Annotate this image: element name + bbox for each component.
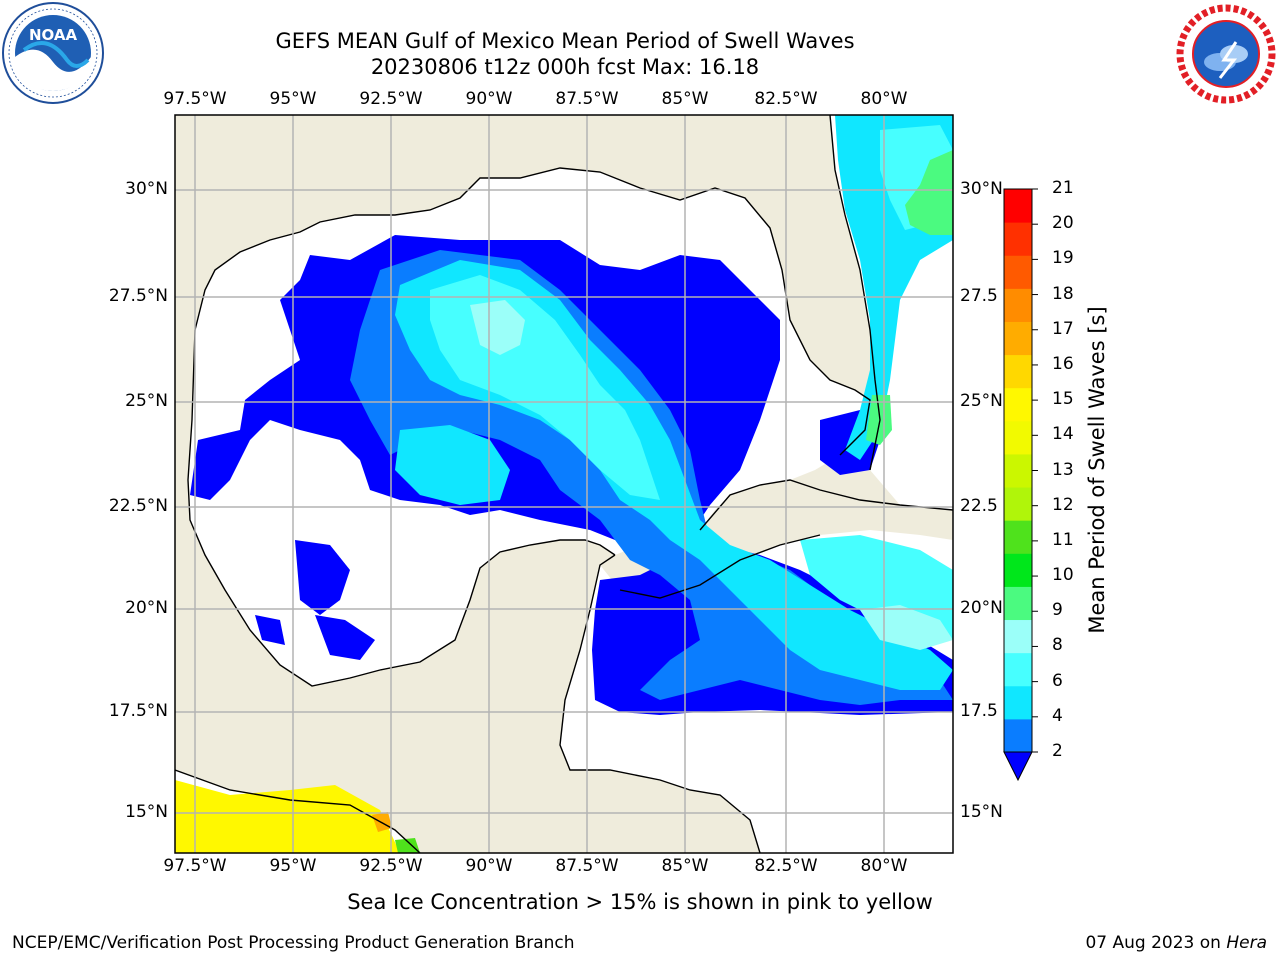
nws-logo-icon <box>1176 4 1276 104</box>
lat-tick-label-right: 30°N <box>960 179 1003 199</box>
colorbar-tick-label: 9 <box>1052 600 1063 621</box>
colorbar-label: Mean Period of Swell Waves [s] <box>1085 306 1109 634</box>
pacific-yellow-region <box>175 780 400 853</box>
lat-tick-label-left: 17.5°N <box>108 701 168 721</box>
colorbar-segment <box>1004 586 1032 621</box>
graticule <box>175 115 953 853</box>
ice-note: Sea Ice Concentration > 15% is shown in … <box>347 890 933 914</box>
lat-tick-label-right: 17.5 <box>960 701 998 721</box>
lon-tick-label-bottom: 82.5°W <box>754 856 818 876</box>
colorbar-tick-label: 19 <box>1052 248 1074 269</box>
colorbar-segment <box>1004 652 1032 687</box>
map-title: GEFS MEAN Gulf of Mexico Mean Period of … <box>275 29 855 53</box>
colorbar-tick-label: 16 <box>1052 353 1074 374</box>
lon-tick-label-bottom: 95°W <box>269 856 317 876</box>
lon-tick-label-bottom: 97.5°W <box>163 856 227 876</box>
lat-tick-label-left: 27.5°N <box>108 286 168 306</box>
colorbar-segment <box>1004 487 1032 521</box>
colorbar-tick-label: 13 <box>1052 459 1074 480</box>
colorbar-tick-label: 12 <box>1052 494 1074 515</box>
swell-region-8-9 <box>470 300 525 355</box>
swell-region-below-2 <box>255 615 285 645</box>
lon-tick-label-bottom: 92.5°W <box>359 856 423 876</box>
lon-tick-label-top: 82.5°W <box>754 89 818 109</box>
colorbar-segment <box>1004 222 1032 256</box>
lon-tick-label-top: 87.5°W <box>555 89 619 109</box>
lon-tick-label-bottom: 80°W <box>860 856 908 876</box>
colorbar-tick-label: 8 <box>1052 635 1063 656</box>
colorbar-tick-label: 4 <box>1052 705 1063 726</box>
lon-tick-label-top: 95°W <box>269 89 317 109</box>
lat-tick-label-left: 22.5°N <box>108 496 168 516</box>
swell-region-9-10 <box>905 150 953 235</box>
footer-date: 07 Aug 2023 on Hera <box>1085 933 1267 953</box>
colorbar-segment <box>1004 718 1032 753</box>
lon-tick-label-top: 97.5°W <box>163 89 227 109</box>
lat-tick-label-right: 15°N <box>960 802 1003 822</box>
lat-tick-label-left: 30°N <box>125 179 168 199</box>
colorbar-segment <box>1004 420 1032 455</box>
pacific-green-patch <box>395 838 420 853</box>
colorbar-segment <box>1004 189 1032 223</box>
colorbar-tick-label: 20 <box>1052 213 1074 234</box>
noaa-logo-text: NOAA <box>29 26 78 44</box>
lon-tick-label-top: 80°W <box>860 89 908 109</box>
colorbar <box>1003 188 1038 782</box>
colorbar-segment <box>1004 288 1032 322</box>
footer-host: Hera <box>1226 933 1267 953</box>
lat-tick-label-right: 22.5 <box>960 496 998 516</box>
swell-region-9-10 <box>866 395 892 445</box>
lat-tick-label-right: 20°N <box>960 598 1003 618</box>
footer-date-text: 07 Aug 2023 on <box>1085 933 1227 953</box>
colorbar-segment <box>1004 387 1032 422</box>
colorbar-tick-label: 6 <box>1052 670 1063 691</box>
colorbar-extend-arrow <box>1003 751 1033 782</box>
colorbar-tick-label: 2 <box>1052 741 1063 761</box>
lon-tick-label-top: 90°W <box>465 89 513 109</box>
lon-tick-label-bottom: 90°W <box>465 856 513 876</box>
swell-region-4-6 <box>395 425 510 505</box>
map-subtitle: 20230806 t12z 000h fcst Max: 16.18 <box>370 55 760 79</box>
colorbar-segment <box>1004 453 1032 488</box>
colorbar-tick-label: 18 <box>1052 283 1074 304</box>
footer-credit: NCEP/EMC/Verification Post Processing Pr… <box>12 933 575 953</box>
noaa-logo-icon: NOAA <box>2 2 104 104</box>
colorbar-tick-label: 11 <box>1052 529 1074 550</box>
swell-region-below-2 <box>295 540 350 615</box>
colorbar-segment <box>1004 354 1032 389</box>
colorbar-tick-label: 21 <box>1052 178 1074 198</box>
colorbar-tick-label: 14 <box>1052 424 1074 445</box>
colorbar-segment <box>1004 685 1032 720</box>
lon-tick-label-top: 85°W <box>661 89 709 109</box>
colorbar-segment <box>1004 321 1032 356</box>
colorbar-tick-label: 17 <box>1052 318 1074 339</box>
lon-tick-label-bottom: 85°W <box>661 856 709 876</box>
lon-tick-label-top: 92.5°W <box>359 89 423 109</box>
map-frame <box>174 114 954 854</box>
colorbar-segment <box>1004 520 1032 554</box>
lat-tick-label-left: 20°N <box>125 598 168 618</box>
lat-tick-label-left: 25°N <box>125 391 168 411</box>
lat-tick-label-left: 15°N <box>125 802 168 822</box>
colorbar-segment <box>1004 619 1032 654</box>
swell-region-below-2 <box>315 615 375 660</box>
colorbar-tick-label: 15 <box>1052 389 1074 410</box>
lon-tick-label-bottom: 87.5°W <box>555 856 619 876</box>
colorbar-tick-label: 10 <box>1052 565 1074 586</box>
lat-tick-label-right: 27.5 <box>960 286 998 306</box>
lat-tick-label-right: 25°N <box>960 391 1003 411</box>
colorbar-segment <box>1004 255 1032 289</box>
colorbar-segment <box>1004 553 1032 587</box>
